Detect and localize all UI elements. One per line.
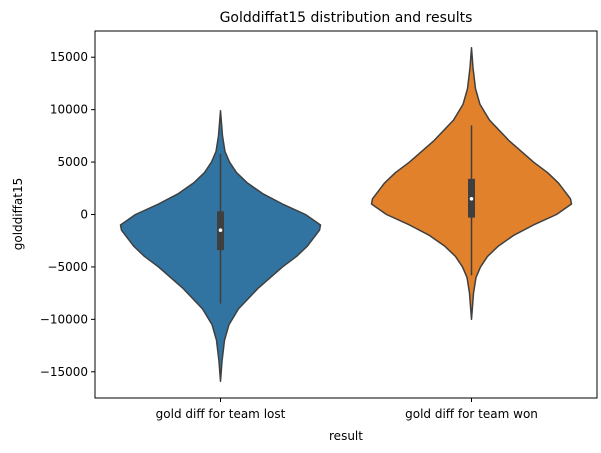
y-tick-label: 0 [80, 208, 88, 222]
x-tick-label: gold diff for team lost [156, 407, 286, 421]
x-axis: gold diff for team lost gold diff for tea… [156, 398, 538, 421]
y-tick-label: −10000 [40, 312, 88, 326]
x-tick-label: gold diff for team won [405, 407, 538, 421]
y-tick-label: −5000 [47, 260, 88, 274]
violin-median-point [469, 196, 474, 201]
y-tick-label: 10000 [50, 103, 88, 117]
y-tick-label: 15000 [50, 50, 88, 64]
plot-area [119, 47, 573, 382]
y-axis-label: golddiffat15 [11, 178, 25, 250]
violin-median-point [218, 228, 223, 233]
x-axis-label: result [329, 429, 363, 443]
y-tick-label: −15000 [40, 365, 88, 379]
y-tick-label: 5000 [57, 155, 88, 169]
chart-title: Golddiffat15 distribution and results [220, 10, 473, 26]
y-axis: −15000 −10000 −5000 0 5000 10000 15000 [40, 50, 95, 379]
